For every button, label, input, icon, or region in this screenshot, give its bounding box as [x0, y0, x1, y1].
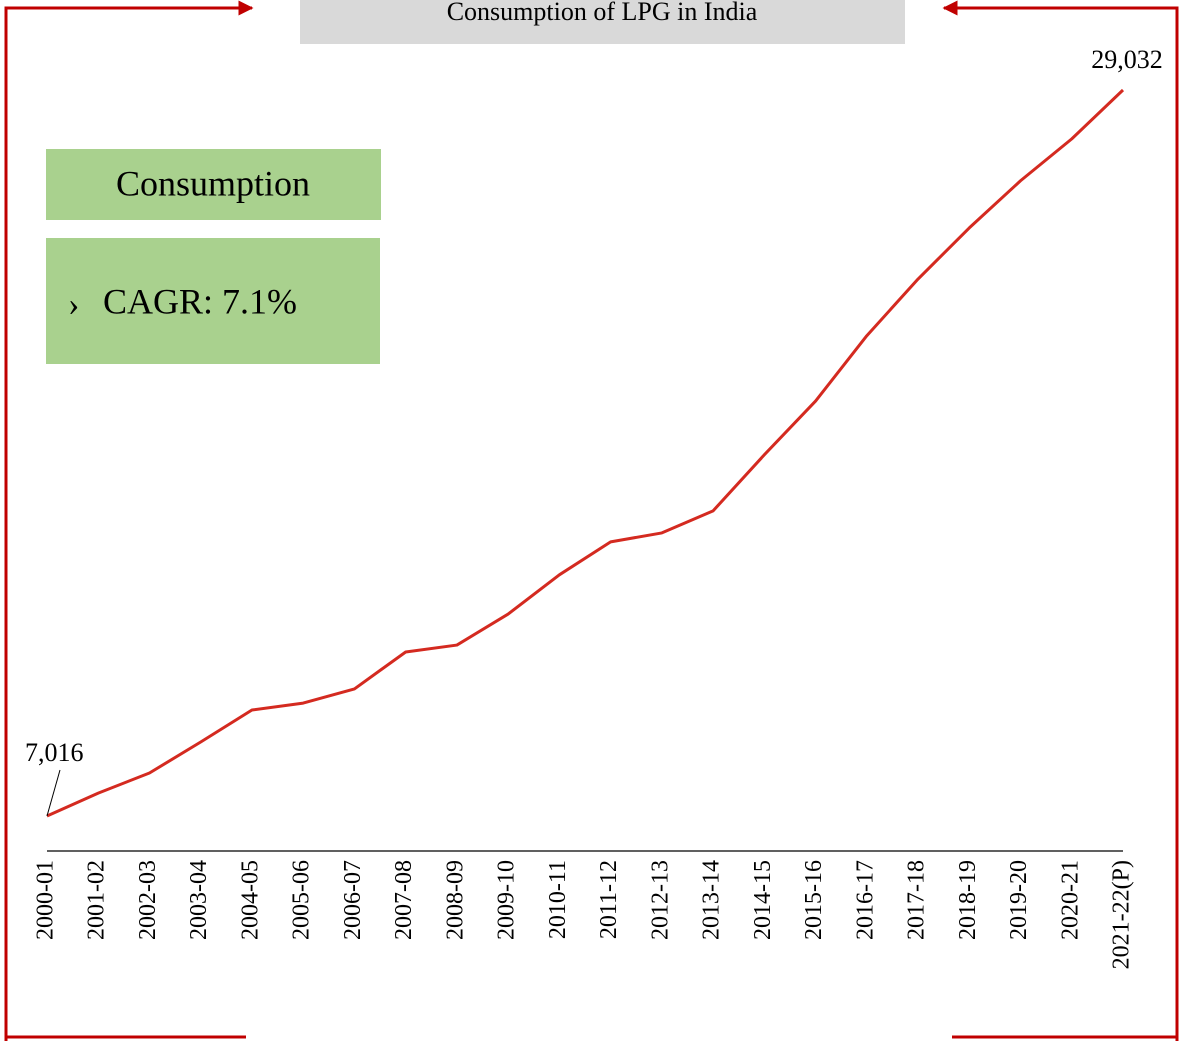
note-title: Consumption — [116, 163, 310, 203]
x-tick-label: 2014-15 — [750, 860, 776, 940]
data-label: 29,032 — [1091, 45, 1163, 74]
x-tick-label: 2011-12 — [596, 860, 622, 939]
leader-line — [46, 769, 61, 817]
x-tick-label: 2018-19 — [955, 860, 981, 940]
bullet: › — [68, 286, 79, 323]
x-tick-label: 2006-07 — [340, 860, 366, 940]
x-tick-label: 2003-04 — [186, 860, 212, 940]
chart-title: Consumption of LPG in India — [447, 0, 758, 26]
x-tick-label: 2002-03 — [135, 860, 161, 940]
x-tick-label: 2005-06 — [289, 860, 315, 940]
x-tick-label: 2004-05 — [237, 860, 263, 940]
x-tick-label: 2000-01 — [33, 860, 59, 940]
x-tick-label: 2010-11 — [545, 860, 571, 939]
data-line — [46, 88, 1125, 818]
x-tick-label: 2019-20 — [1006, 860, 1032, 940]
x-tick-label: 2020-21 — [1057, 860, 1083, 940]
x-tick-label: 2012-13 — [647, 860, 673, 940]
x-tick-label: 2001-02 — [84, 860, 110, 940]
x-tick-label: 2016-17 — [852, 860, 878, 940]
title-box — [300, 0, 905, 44]
x-tick-label: 2007-08 — [391, 860, 417, 940]
x-tick-label: 2008-09 — [442, 860, 468, 940]
x-tick-label: 2015-16 — [801, 860, 827, 940]
data-label: 7,016 — [25, 738, 84, 767]
note-text: CAGR: 7.1% — [103, 281, 297, 321]
x-tick-label: 2017-18 — [904, 860, 930, 940]
note-box — [46, 238, 380, 364]
x-tick-label: 2021-22(P) — [1109, 860, 1135, 969]
x-tick-label: 2009-10 — [494, 860, 520, 940]
frame — [4, 0, 1179, 1041]
x-tick-label: 2013-14 — [699, 860, 725, 940]
note-box — [46, 149, 381, 220]
